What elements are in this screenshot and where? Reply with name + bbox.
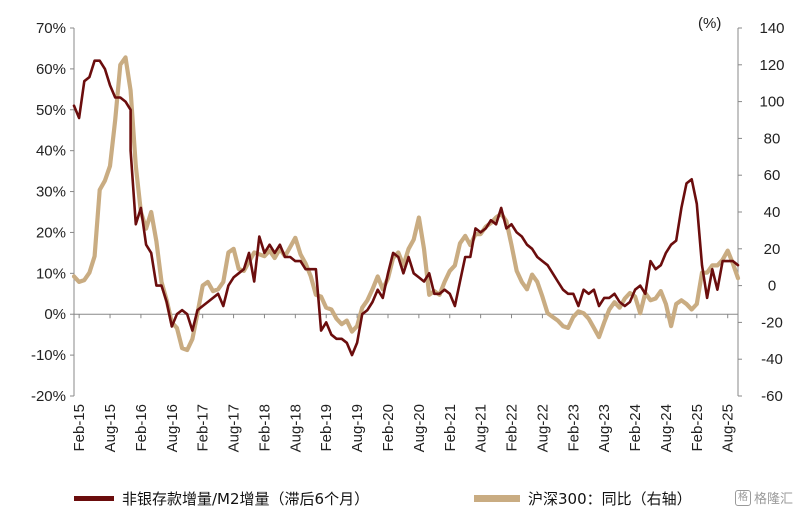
x-axis-tick-label: Aug-15 xyxy=(102,404,119,452)
x-axis-tick-label: Aug-17 xyxy=(226,404,243,452)
legend-swatch-csi300 xyxy=(474,495,520,502)
left-axis-tick-label: 30% xyxy=(36,184,66,201)
x-axis-tick-label: Feb-25 xyxy=(689,404,706,452)
legend-label-csi300: 沪深300：同比（右轴） xyxy=(528,490,692,508)
series-line-csi300 xyxy=(71,55,741,353)
chart-series xyxy=(71,55,741,357)
legend-swatch-nonbank-deposit xyxy=(74,496,114,501)
x-axis-tick-label: Feb-15 xyxy=(71,404,88,452)
right-axis-tick-label: 100 xyxy=(759,94,784,111)
x-axis-tick-label: Feb-20 xyxy=(380,404,397,452)
x-axis-tick-label: Aug-25 xyxy=(720,404,737,452)
x-axis-tick-label: Feb-24 xyxy=(627,404,644,452)
left-axis-tick-label: 70% xyxy=(36,20,66,37)
x-axis-tick-label: Feb-22 xyxy=(504,404,521,452)
left-axis-tick-label: 40% xyxy=(36,143,66,160)
left-axis-tick-label: -20% xyxy=(31,388,66,405)
left-axis-tick-label: 0% xyxy=(44,306,66,323)
right-axis-tick-label: 60 xyxy=(764,167,781,184)
right-axis-tick-label: 40 xyxy=(764,204,781,221)
x-axis-tick-label: Aug-22 xyxy=(534,404,551,452)
x-axis-tick-label: Feb-18 xyxy=(256,404,273,452)
right-axis-tick-label: 140 xyxy=(759,20,784,37)
right-axis-tick-label: 20 xyxy=(764,241,781,258)
watermark-text: 格隆汇 xyxy=(753,492,793,507)
x-axis-tick-label: Feb-19 xyxy=(318,404,335,452)
x-axis-tick-label: Aug-18 xyxy=(287,404,304,452)
x-axis-tick-label: Feb-23 xyxy=(565,404,582,452)
right-axis-tick-label: 120 xyxy=(759,57,784,74)
right-axis-tick-label: -60 xyxy=(761,388,783,405)
legend-item-csi300: 沪深300：同比（右轴） xyxy=(474,488,692,509)
chart-svg: 70% 60% 50% 40% 30% 20% 10% 0% -10% -20% 140 120 100… xyxy=(31,15,785,452)
x-axis-tick-label: Aug-19 xyxy=(349,404,366,452)
x-axis-tick-label: Feb-17 xyxy=(195,404,212,452)
x-axis-tick-label: Aug-23 xyxy=(596,404,613,452)
left-axis-tick-label: 10% xyxy=(36,265,66,282)
chart-axes: 70% 60% 50% 40% 30% 20% 10% 0% -10% -20% 140 120 100… xyxy=(31,20,785,452)
x-axis-tick-label: Aug-20 xyxy=(411,404,428,452)
series-line-nonbank-deposit xyxy=(72,59,740,357)
x-axis-tick-label: Aug-21 xyxy=(473,404,490,452)
right-axis-tick-label: -20 xyxy=(761,314,783,331)
legend-label-nonbank-deposit: 非银存款增量/M2增量（滞后6个月） xyxy=(122,490,370,508)
watermark-icon: 格 xyxy=(734,489,751,506)
left-axis-tick-label: -10% xyxy=(31,347,66,364)
watermark-logo: 格 格隆汇 xyxy=(734,488,793,507)
left-axis-tick-label: 20% xyxy=(36,224,66,241)
x-axis-tick-label: Aug-16 xyxy=(164,404,181,452)
right-axis-tick-label: -40 xyxy=(761,351,783,368)
chart-legend: 非银存款增量/M2增量（滞后6个月） 沪深300：同比（右轴） xyxy=(70,484,790,514)
right-axis-tick-label: 80 xyxy=(764,130,781,147)
right-axis-unit: (%) xyxy=(698,15,721,32)
x-axis-tick-label: Feb-16 xyxy=(133,404,150,452)
x-axis-tick-label: Aug-24 xyxy=(658,404,675,452)
x-axis-tick-label: Feb-21 xyxy=(442,404,459,452)
left-axis-tick-label: 50% xyxy=(36,102,66,119)
right-axis-tick-label: 0 xyxy=(768,278,776,295)
legend-item-nonbank-deposit: 非银存款增量/M2增量（滞后6个月） xyxy=(74,488,369,509)
left-axis-tick-label: 60% xyxy=(36,61,66,78)
